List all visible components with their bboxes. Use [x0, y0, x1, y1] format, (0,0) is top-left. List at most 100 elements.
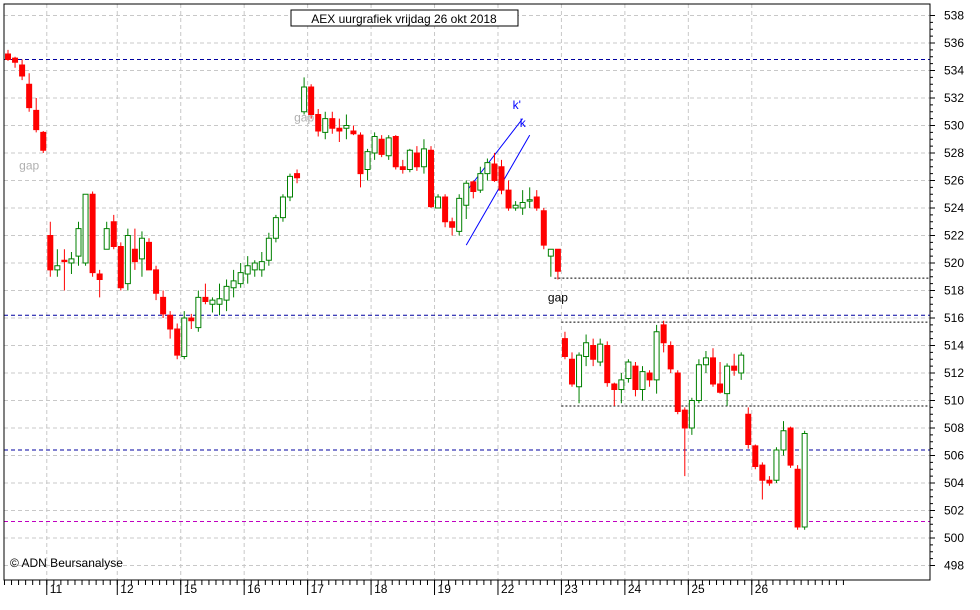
candle — [47, 221, 54, 277]
candle-body — [688, 400, 695, 429]
candle — [625, 359, 632, 383]
y-tick-label: 518 — [944, 284, 964, 298]
candle-body — [435, 196, 442, 209]
candle-body — [82, 193, 89, 264]
x-tick-label: 24 — [628, 582, 642, 596]
candle — [717, 362, 724, 394]
candle-body — [357, 134, 364, 175]
candle — [216, 283, 223, 316]
candle-body — [470, 181, 477, 192]
candle-body — [498, 166, 505, 191]
y-tick-label: 534 — [944, 64, 964, 78]
candle — [160, 290, 167, 318]
candle-body — [230, 280, 237, 289]
candle-body — [399, 166, 406, 170]
candle-body — [540, 210, 547, 246]
candle-body — [68, 258, 75, 264]
candle-body — [124, 235, 131, 285]
candle — [167, 311, 174, 339]
y-tick-label: 532 — [944, 91, 964, 105]
candle — [710, 348, 716, 387]
candle-body — [674, 372, 681, 412]
candle-body — [773, 449, 780, 481]
candle-body — [780, 430, 787, 451]
candle-body — [463, 182, 470, 206]
candle-body — [442, 196, 449, 223]
candle-body — [371, 136, 378, 154]
chart-annotation: gap — [294, 110, 314, 124]
candle — [569, 352, 575, 387]
annotations-layer: gap gap gap k' k — [19, 98, 568, 305]
candle — [258, 252, 265, 277]
candle — [463, 180, 470, 219]
candle — [646, 370, 653, 387]
candle-body — [794, 468, 801, 528]
candle — [209, 297, 216, 313]
x-tick-label: 19 — [438, 582, 452, 596]
candle-body — [477, 173, 484, 191]
candle — [202, 283, 209, 305]
candle — [632, 362, 639, 397]
candle — [406, 148, 413, 173]
candle — [336, 118, 343, 142]
y-tick-label: 526 — [944, 174, 964, 188]
candle-body — [646, 372, 653, 381]
candle-body — [759, 464, 766, 481]
axes-layer: 498 500 502 504 506 508 510 512 514 516 518 520 522 5… — [3, 3, 964, 596]
y-tick-label: 520 — [944, 256, 964, 270]
candle-body — [554, 248, 561, 272]
candle — [343, 114, 350, 140]
candle-body — [406, 149, 413, 170]
candle — [681, 407, 688, 477]
y-tick-label: 512 — [944, 366, 964, 380]
candle — [61, 249, 68, 291]
candle-body — [26, 83, 33, 109]
candle — [667, 341, 674, 373]
candle-body — [667, 345, 674, 370]
candle — [745, 407, 752, 449]
x-tick-label: 25 — [691, 582, 705, 596]
candle — [265, 232, 272, 266]
x-tick-label: 18 — [374, 582, 388, 596]
candle — [766, 476, 773, 486]
candle-body — [279, 196, 286, 219]
candle — [597, 338, 604, 367]
y-tick-label: 508 — [944, 421, 964, 435]
candle-body — [611, 383, 618, 390]
candle — [308, 84, 315, 119]
y-tick-label: 506 — [944, 449, 964, 463]
y-tick-label: 524 — [944, 201, 964, 215]
candle-body — [188, 317, 195, 322]
candle-body — [223, 285, 230, 301]
candle — [329, 111, 336, 134]
candle — [124, 228, 131, 291]
candle — [688, 397, 695, 435]
chart-annotation: gap — [19, 159, 39, 173]
x-tick-label: 16 — [247, 582, 261, 596]
y-tick-label: 538 — [944, 9, 964, 23]
candle-body — [632, 365, 639, 390]
candle-body — [336, 127, 343, 132]
candle — [350, 125, 357, 136]
chart-annotation: k' — [513, 98, 521, 112]
candle-body — [12, 57, 19, 63]
candle-body — [308, 86, 315, 115]
y-tick-label: 502 — [944, 504, 964, 518]
candle-body — [33, 109, 40, 131]
candle-body — [5, 53, 11, 60]
chart-title-box: AEX uurgrafiek vrijdag 26 okt 2018 — [290, 9, 519, 27]
y-tick-label: 516 — [944, 311, 964, 325]
y-tick-label: 500 — [944, 531, 964, 545]
candle-body — [710, 357, 716, 385]
candle-body — [181, 317, 188, 357]
candle-body — [745, 413, 752, 445]
candle-body — [202, 296, 209, 302]
candle — [33, 98, 40, 133]
candle — [19, 59, 26, 81]
y-tick-label: 510 — [944, 394, 964, 408]
candle-body — [385, 137, 392, 157]
candle-body — [160, 296, 167, 315]
candle — [695, 359, 702, 404]
candle-body — [512, 204, 519, 209]
